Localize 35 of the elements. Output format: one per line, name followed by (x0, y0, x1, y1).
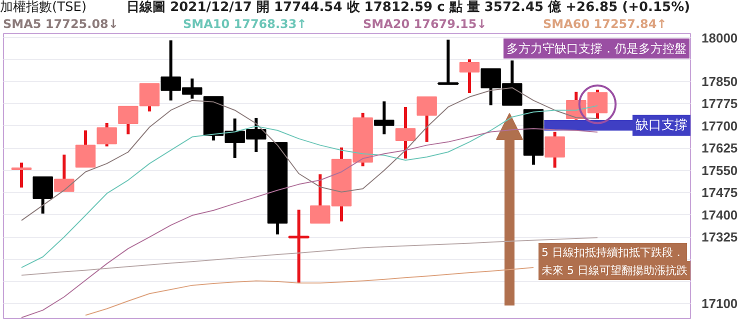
y-tick-label: 17325 (702, 230, 738, 245)
text: SMA5 17725.08↓ (3, 16, 120, 32)
candlestick (416, 96, 437, 142)
y-tick-label: 17550 (702, 162, 738, 178)
y-tick-label: 17700 (702, 118, 738, 134)
chart-title: 加權指數(TSE) (0, 0, 87, 15)
candlestick (288, 210, 310, 283)
y-tick-label: 17400 (702, 207, 738, 222)
candlestick (438, 40, 459, 85)
annotation: 5 日線扣抵持續扣抵下跌段． (542, 246, 684, 259)
candlestick (96, 122, 117, 146)
text: SMA60 17257.84↑ (543, 16, 668, 32)
y-tick-label: 18000 (702, 30, 738, 46)
annotation: 多方力守缺口支撐．仍是多方控盤 (506, 42, 686, 56)
candlestick (54, 154, 74, 192)
candlestick (374, 101, 394, 134)
y-tick-label: 17625 (702, 140, 738, 156)
text: SMA20 17679.15↓ (363, 16, 488, 32)
y-tick-label: 17850 (702, 74, 738, 89)
text: SMA10 17768.33↑ (183, 16, 308, 32)
candlestick (459, 59, 480, 94)
line-series (85, 267, 534, 316)
candlestick (32, 176, 53, 214)
y-tick-label: 17100 (702, 296, 738, 312)
candlestick (75, 130, 96, 168)
y-tick-label: 17475 (702, 185, 738, 200)
candlestick (139, 83, 160, 112)
candlestick (11, 162, 32, 188)
candlestick (544, 132, 565, 168)
candlestick (118, 106, 138, 134)
chart-subtitle: 日線圖 2021/12/17 開 17744.54 收 17812.59 c 點 量 3572.45 億 +26.85 (+0.15%) (126, 0, 690, 15)
candlestick (395, 106, 416, 159)
annotation: 未來 5 日線可望翻揚助漲抗跌 (542, 264, 688, 277)
y-tick-label: 17775 (702, 96, 738, 112)
band-label: 缺口支撐 (636, 118, 688, 133)
